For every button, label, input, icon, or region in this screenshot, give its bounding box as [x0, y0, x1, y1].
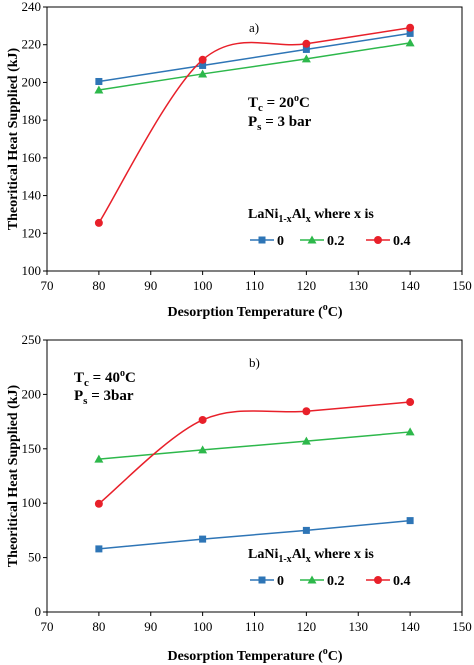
y-tick-label: 100	[22, 263, 42, 278]
data-point-x-0.4	[94, 218, 103, 227]
data-point-x-0.2	[405, 427, 415, 436]
series-line-x-0	[98, 32, 411, 83]
y-tick-label: 240	[22, 0, 42, 14]
y-axis-label-b: Theoritical Heat Supplied (kJ)	[6, 384, 21, 567]
y-tick-label: 250	[22, 332, 42, 347]
x-tick-label: 150	[452, 278, 472, 293]
data-point-x-0.4	[302, 407, 311, 416]
y-tick-label: 100	[22, 495, 42, 510]
x-tick-label: 70	[41, 278, 54, 293]
x-tick-label: 110	[245, 278, 264, 293]
data-point-x-0.4	[198, 55, 207, 64]
x-tick-label: 120	[297, 278, 317, 293]
legend-label-x-0: 0	[277, 574, 284, 589]
series-line-x-0.4	[98, 27, 411, 224]
data-point-x-0.4	[94, 499, 103, 508]
data-point-x-0.4	[406, 23, 415, 32]
data-point-x-0.2	[301, 54, 311, 63]
data-point-x-0.2	[94, 454, 104, 463]
condition-pressure-b: Ps = 3bar	[74, 388, 134, 407]
y-tick-label: 200	[22, 74, 42, 89]
x-tick-label: 90	[144, 619, 157, 634]
legend-a: 0 0.2 0.4	[250, 234, 411, 249]
legend-title-a: LaNi1-xAlx where x is	[248, 207, 374, 225]
data-point-x-0.4	[302, 39, 311, 48]
series-line-x-0.4	[98, 401, 411, 505]
x-tick-label: 120	[297, 619, 317, 634]
panel-label-a: a)	[249, 20, 259, 35]
series-line-x-0.2	[98, 42, 411, 91]
y-tick-label: 150	[22, 441, 42, 456]
x-tick-label: 130	[349, 619, 369, 634]
series-line-x-0.2	[98, 431, 411, 460]
x-axis-label-b: Desorption Temperature (oC)	[167, 646, 342, 664]
data-point-x-0	[95, 545, 103, 553]
y-tick-label: 120	[22, 225, 42, 240]
legend-marker-x-0.2	[307, 575, 317, 584]
x-tick-label: 140	[400, 278, 420, 293]
legend-label-x-0: 0	[277, 234, 284, 249]
data-point-x-0.4	[406, 398, 415, 407]
condition-temperature-a: Tc = 20oC	[248, 93, 310, 114]
data-point-x-0	[199, 61, 207, 69]
data-point-x-0	[302, 45, 310, 53]
x-axis-label-a: Desorption Temperature (oC)	[167, 302, 342, 320]
y-tick-label: 180	[22, 112, 42, 127]
x-tick-label: 140	[400, 619, 420, 634]
plot-area-a	[46, 6, 463, 272]
legend-label-x-0.4: 0.4	[393, 574, 411, 589]
y-axis-label-a: Theoritical Heat Supplied (kJ)	[6, 47, 21, 230]
data-point-x-0.2	[301, 436, 311, 445]
x-tick-label: 150	[452, 619, 472, 634]
data-point-x-0.2	[198, 445, 208, 454]
panel-label-b: b)	[249, 355, 260, 370]
data-point-x-0	[95, 77, 103, 85]
data-point-x-0	[199, 535, 207, 543]
x-tick-label: 100	[193, 278, 213, 293]
x-tick-label: 80	[92, 619, 105, 634]
chart-panel-a: 100 120 140 160 180 200 220 240 70 80 90 100 110 120…	[6, 0, 472, 320]
data-point-x-0	[406, 517, 414, 525]
legend-marker-x-0.2	[307, 235, 317, 244]
data-point-x-0	[302, 526, 310, 534]
x-tick-label: 110	[245, 619, 264, 634]
x-tick-label: 80	[92, 278, 105, 293]
y-tick-label: 50	[28, 550, 41, 565]
legend-label-x-0.2: 0.2	[327, 234, 345, 249]
y-tick-label: 200	[22, 386, 42, 401]
condition-temperature-b: Tc = 40oC	[74, 368, 136, 389]
legend-label-x-0.4: 0.4	[393, 234, 411, 249]
legend-label-x-0.2: 0.2	[327, 574, 345, 589]
legend-marker-x-0	[258, 236, 266, 244]
y-tick-label: 140	[22, 188, 42, 203]
chart-panel-b: 0 50 100 150 200 250 70 80 90 100 110 120 130 140 150…	[6, 332, 472, 664]
legend-title-b: LaNi1-xAlx where x is	[248, 547, 374, 565]
x-tick-label: 130	[349, 278, 369, 293]
legend-marker-x-0	[258, 576, 266, 584]
data-point-x-0.2	[198, 69, 208, 78]
legend-marker-x-0.4	[374, 236, 382, 244]
series-line-x-0	[98, 519, 411, 550]
x-tick-label: 100	[193, 619, 213, 634]
condition-pressure-a: Ps = 3 bar	[248, 114, 312, 133]
y-tick-label: 0	[35, 604, 42, 619]
x-tick-label: 70	[41, 619, 54, 634]
plot-area-b	[46, 339, 463, 613]
data-point-x-0.4	[198, 415, 207, 424]
legend-marker-x-0.4	[374, 576, 382, 584]
data-point-x-0	[406, 29, 414, 37]
data-point-x-0.2	[94, 85, 104, 94]
y-tick-label: 160	[22, 150, 42, 165]
x-tick-label: 90	[144, 278, 157, 293]
data-point-x-0.2	[405, 38, 415, 47]
legend-b: 0 0.2 0.4	[250, 574, 411, 589]
y-tick-label: 220	[22, 37, 42, 52]
